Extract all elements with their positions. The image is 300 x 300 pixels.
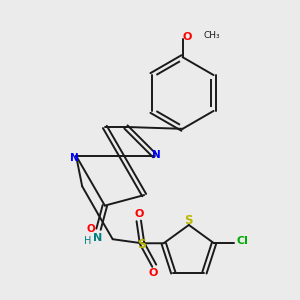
Text: Cl: Cl xyxy=(237,236,248,246)
Text: O: O xyxy=(183,32,192,42)
Text: N: N xyxy=(93,233,102,243)
Text: O: O xyxy=(134,208,143,219)
Text: O: O xyxy=(87,224,96,234)
Text: N: N xyxy=(152,149,161,160)
Text: H: H xyxy=(84,236,91,246)
Text: S: S xyxy=(137,238,146,251)
Text: S: S xyxy=(184,214,193,227)
Text: N: N xyxy=(70,153,78,163)
Text: O: O xyxy=(149,268,158,278)
Text: CH₃: CH₃ xyxy=(204,31,220,40)
